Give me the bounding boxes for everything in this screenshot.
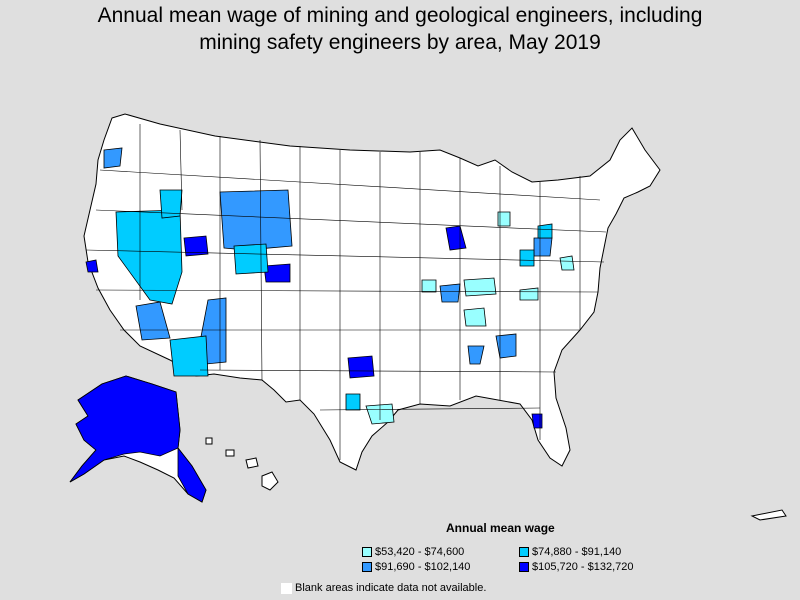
puerto-rico — [750, 509, 787, 521]
legend-label: $105,720 - $132,720 — [532, 561, 634, 573]
legend-item-band-3: $91,690 - $102,140 — [362, 561, 470, 573]
area-western-pa — [559, 255, 575, 271]
legend-item-band-4: $105,720 - $132,720 — [519, 561, 634, 573]
blank-swatch — [281, 582, 292, 594]
legend-label: $74,880 - $91,140 — [532, 546, 622, 558]
area-boundaries — [85, 124, 607, 460]
area-wyoming — [219, 189, 293, 251]
area-chicago — [445, 225, 467, 251]
legend-item-band-2: $74,880 - $91,140 — [519, 546, 621, 558]
legend-title: Annual mean wage — [446, 521, 555, 535]
area-alaska-southeast — [177, 446, 207, 503]
area-illinois-south — [421, 279, 437, 293]
legend-swatch — [519, 562, 529, 572]
area-kentucky — [463, 277, 497, 297]
area-south-texas — [345, 393, 361, 411]
legend-label: $53,420 - $74,600 — [375, 546, 465, 558]
area-alabama — [495, 333, 517, 359]
area-dallas — [347, 355, 375, 379]
map-title: Annual mean wage of mining and geologica… — [0, 2, 800, 56]
legend-swatch — [362, 547, 372, 557]
area-tampa — [531, 413, 543, 429]
area-idaho — [159, 189, 183, 219]
area-ohio — [533, 237, 553, 257]
area-tennessee — [463, 307, 487, 327]
area-denver — [263, 263, 291, 283]
hawaii-maui — [245, 457, 259, 469]
area-northern-ohio — [497, 211, 511, 227]
map-title-line-1: Annual mean wage of mining and geologica… — [97, 4, 703, 27]
area-ne-nevada — [183, 235, 209, 257]
area-washington — [103, 147, 123, 169]
area-mississippi — [467, 345, 485, 365]
area-arizona-west — [135, 301, 171, 341]
legend-swatch — [362, 562, 372, 572]
map-title-line-2: mining safety engineers by area, May 201… — [199, 31, 601, 54]
data-availability-note: Blank areas indicate data not available. — [281, 582, 486, 594]
hawaii-oahu — [225, 449, 235, 457]
legend-item-band-1: $53,420 - $74,600 — [362, 546, 464, 558]
note-text: Blank areas indicate data not available. — [295, 582, 487, 594]
area-virginia — [519, 287, 539, 301]
area-bay-area — [85, 259, 99, 273]
legend-swatch — [519, 547, 529, 557]
area-pittsburgh — [537, 223, 553, 239]
legend-label: $91,690 - $102,140 — [375, 561, 471, 573]
area-west-virginia — [519, 249, 535, 267]
area-southern-indiana — [439, 283, 461, 303]
area-utah-colorado — [233, 243, 269, 275]
area-alaska-nonmetro — [69, 375, 181, 483]
hawaii-kauai — [205, 437, 213, 445]
area-southern-arizona — [169, 335, 209, 377]
hawaii-big-island — [261, 471, 279, 491]
